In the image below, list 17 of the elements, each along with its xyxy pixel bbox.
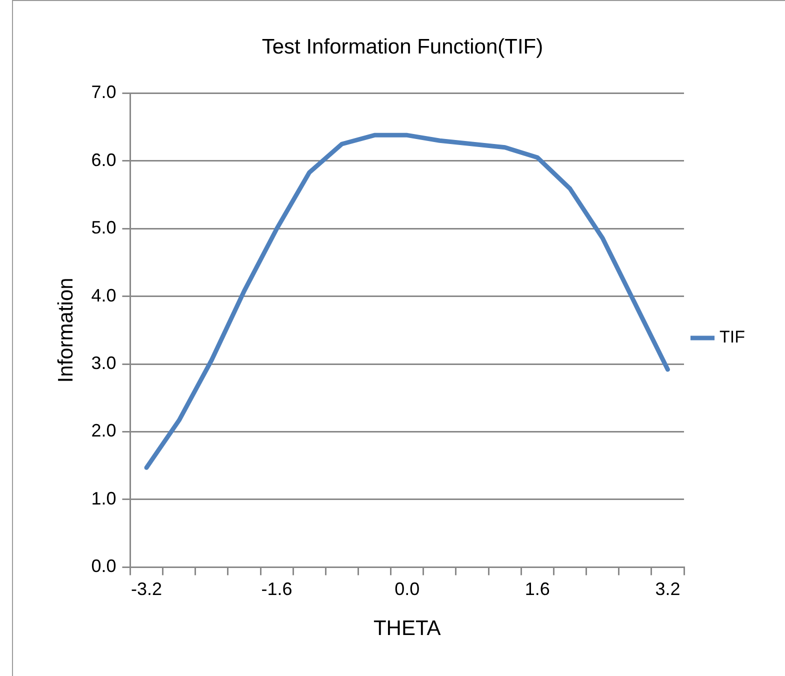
y-axis-title: Information (54, 278, 78, 383)
x-tick-label: -1.6 (261, 578, 292, 599)
y-tick-label: 4.0 (91, 285, 116, 306)
x-tick-label: -3.2 (130, 578, 162, 599)
y-tick-label: 6.0 (91, 150, 116, 170)
x-tick-label: 0.0 (394, 578, 420, 599)
y-tick-label: 0.0 (91, 556, 116, 576)
chart-title: Test Information Function(TIF) (262, 35, 544, 58)
y-tick-label: 3.0 (91, 353, 116, 374)
x-tick-label: 1.6 (524, 578, 550, 599)
y-tick-label: 1.0 (91, 488, 116, 508)
y-tick-label: 2.0 (91, 420, 116, 441)
x-axis-title: THETA (373, 617, 441, 640)
y-tick-label: 7.0 (91, 82, 116, 102)
legend-label: TIF (720, 328, 746, 347)
y-tick-label: 5.0 (91, 218, 116, 238)
x-tick-label: 3.2 (655, 578, 680, 599)
